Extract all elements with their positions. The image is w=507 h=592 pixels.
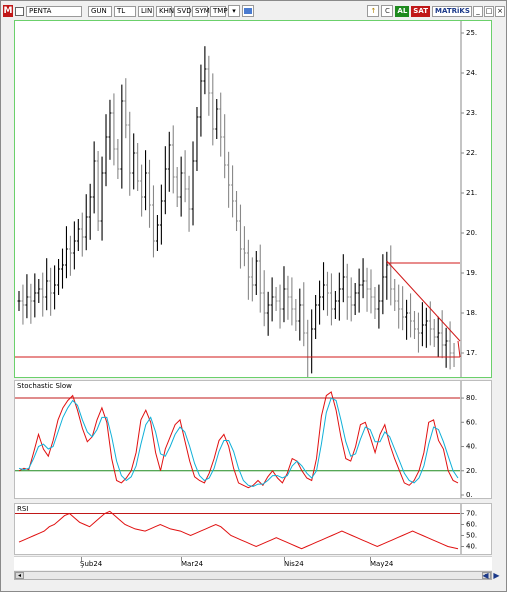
chart-type-icon[interactable]	[242, 5, 254, 17]
rsi-tick-label: 50.	[466, 532, 477, 540]
linear-scale-button[interactable]: LIN	[138, 5, 154, 17]
box-right-edge	[457, 340, 461, 358]
stoch-k-line	[18, 391, 459, 489]
rsi-tick-label: 70.	[466, 510, 477, 518]
date-tick	[81, 557, 82, 561]
scroll-left-button[interactable]: ◂	[15, 572, 24, 579]
rsi-panel[interactable]: 70. 60. 50. 40. RSI	[14, 503, 492, 555]
stochastic-title: Stochastic Slow	[17, 382, 72, 390]
rsi-chart: 70. 60. 50. 40.	[15, 504, 477, 554]
horizontal-scrollbar[interactable]: ◂ ▸	[14, 571, 492, 580]
date-label-may: May24	[370, 560, 394, 568]
dropdown-icon[interactable]: ▾	[228, 5, 240, 17]
price-tick-label: 24.	[466, 69, 477, 77]
khn-button[interactable]: KHN	[156, 5, 174, 17]
price-tick-label: 21.	[466, 189, 477, 197]
rsi-tick-label: 60.	[466, 521, 477, 529]
matriks-label: MATRiKS	[432, 5, 472, 17]
chart-toolbar: M PENTA GUN TL LIN KHN SVD SYM TMP ▾ ↑ C…	[3, 4, 505, 18]
symbol-field[interactable]: PENTA	[26, 5, 82, 17]
price-chart-panel[interactable]: 25. 24. 23. 22. 21. 20. 19. 18. 17.	[14, 20, 492, 378]
stoch-tick-label: 40.	[466, 443, 477, 451]
stoch-d-line	[18, 397, 459, 488]
nav-right-icon[interactable]: ▶	[493, 571, 500, 580]
date-tick	[284, 557, 285, 561]
price-tick-label: 22.	[466, 149, 477, 157]
sym-button[interactable]: SYM	[192, 5, 210, 17]
rsi-tick-label: 40.	[466, 543, 477, 551]
price-tick-label: 20.	[466, 229, 477, 237]
stochastic-panel[interactable]: 80. 60. 40. 20. 0. Stochastic Slow	[14, 380, 492, 499]
maximize-button[interactable]: □	[484, 5, 494, 17]
tmp-button[interactable]: TMP	[210, 5, 228, 17]
nav-left-icon[interactable]: ◀	[482, 571, 489, 580]
date-label-mar: Mar24	[181, 560, 204, 568]
date-label-feb: Şub24	[80, 560, 103, 568]
minimize-button[interactable]: _	[473, 5, 483, 17]
price-chart: 25. 24. 23. 22. 21. 20. 19. 18. 17.	[15, 21, 477, 377]
svd-button[interactable]: SVD	[174, 5, 192, 17]
price-tick-label: 19.	[466, 269, 477, 277]
period-selector[interactable]: GUN	[88, 5, 112, 17]
buy-button[interactable]: AL	[395, 5, 410, 17]
stoch-tick-label: 0.	[466, 491, 473, 498]
app-logo: M	[3, 5, 13, 17]
stoch-tick-label: 80.	[466, 394, 477, 402]
currency-selector[interactable]: TL	[114, 5, 136, 17]
close-button[interactable]: ×	[495, 5, 505, 17]
date-axis: Şub24 Mar24 Nis24 May24	[14, 556, 492, 570]
downtrend-line	[386, 260, 461, 342]
price-tick-label: 18.	[466, 309, 477, 317]
scroll-right-button[interactable]: ▸	[482, 572, 491, 579]
stoch-tick-label: 60.	[466, 418, 477, 426]
price-tick-label: 17.	[466, 349, 477, 357]
date-tick	[181, 557, 182, 561]
price-tick-label: 25.	[466, 29, 477, 37]
stoch-tick-label: 20.	[466, 467, 477, 475]
date-label-apr: Nis24	[284, 560, 304, 568]
symbol-checkbox[interactable]	[15, 6, 24, 16]
rsi-line	[18, 510, 459, 550]
c-button[interactable]: C	[381, 5, 394, 17]
sell-button[interactable]: SAT	[411, 5, 430, 17]
stochastic-chart: 80. 60. 40. 20. 0.	[15, 381, 477, 498]
date-tick	[370, 557, 371, 561]
price-tick-label: 23.	[466, 109, 477, 117]
rsi-title: RSI	[17, 505, 29, 513]
arrow-up-icon[interactable]: ↑	[367, 5, 380, 17]
